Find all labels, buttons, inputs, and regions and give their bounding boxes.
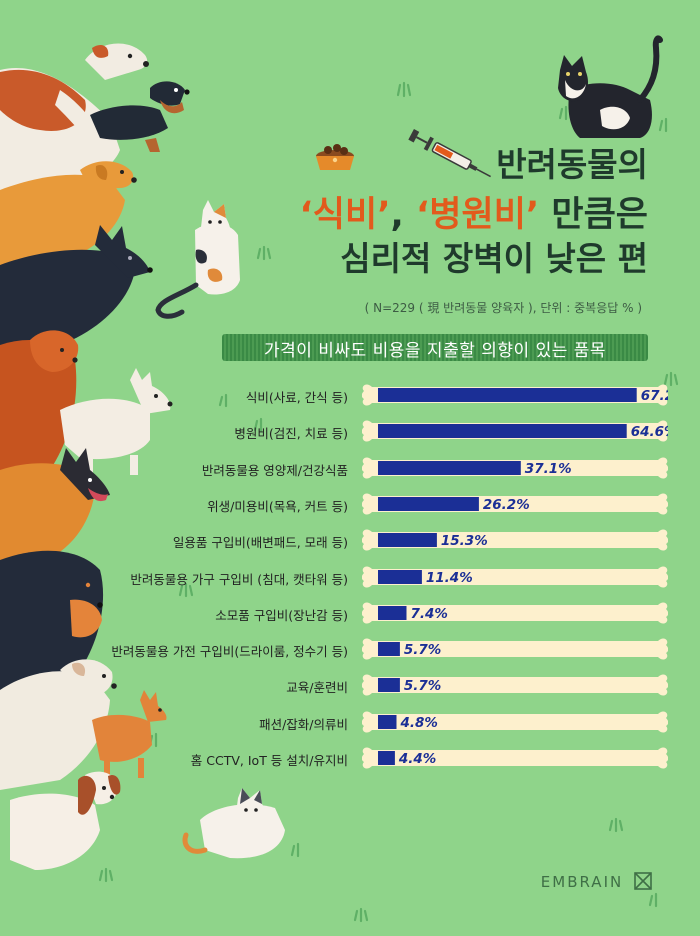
bone-bar-row: 26.2%	[362, 493, 668, 515]
bone-bar-row: 67.2%	[362, 384, 668, 406]
category-label: 교육/훈련비	[286, 680, 348, 696]
bone-bar-row: 7.4%	[362, 602, 668, 624]
value-label: 4.4%	[398, 751, 436, 767]
bone-track	[362, 566, 668, 587]
logo-mark-icon	[634, 872, 652, 890]
syringe-icon	[408, 129, 491, 178]
value-label: 7.4%	[411, 606, 448, 622]
category-label: 반려동물용 가구 구입비 (침대, 캣타워 등)	[130, 571, 348, 587]
bar	[378, 714, 397, 729]
golden-retriever-dog	[0, 161, 137, 270]
bar	[378, 751, 395, 765]
bone-track	[362, 529, 668, 551]
bernese-mountain-dog	[0, 550, 104, 690]
chart-title-banner	[222, 334, 648, 361]
lying-cat	[182, 788, 285, 859]
headline-highlight-food: ‘식비’	[299, 195, 391, 235]
headline-line-1: 반려동물의	[496, 145, 648, 184]
tuxedo-cat	[558, 35, 663, 138]
calico-cat	[155, 200, 240, 319]
food-bowl-icon	[316, 144, 354, 170]
value-label: 4.8%	[400, 715, 438, 731]
bar	[378, 569, 422, 584]
value-label: 64.6%	[631, 424, 668, 440]
cavalier-spaniel-dog	[10, 771, 121, 870]
headline-highlight-hospital: ‘병원비’	[416, 195, 540, 235]
west-highland-terrier-dog	[60, 368, 173, 475]
category-label: 반려동물용 가전 구입비(드라이룸, 정수기 등)	[111, 644, 348, 660]
category-label: 반려동물용 영양제/건강식품	[201, 462, 348, 478]
bar	[378, 642, 400, 657]
value-label: 26.2%	[483, 497, 530, 513]
bone-track	[362, 747, 668, 769]
category-label: 일용품 구입비(배변패드, 모래 등)	[172, 535, 348, 551]
value-label: 5.7%	[404, 678, 441, 694]
headline-line-2: ‘식비’, ‘병원비’ 만큼은	[300, 186, 648, 237]
bar	[378, 678, 400, 693]
chow-chow-dog	[0, 330, 79, 480]
category-label: 위생/미용비(목욕, 커트 등)	[207, 498, 348, 514]
embrain-logo: EMBRAIN	[541, 872, 652, 891]
bone-track	[362, 674, 668, 696]
bar	[378, 496, 479, 511]
german-shepherd-dog	[0, 448, 110, 560]
bone-bar-row: 11.4%	[362, 566, 668, 587]
category-label: 홈 CCTV, IoT 등 설치/유지비	[190, 753, 348, 768]
category-label: 식비(사료, 간식 등)	[245, 390, 348, 405]
bar	[378, 424, 627, 439]
black-dog	[0, 225, 153, 350]
category-label: 병원비(검진, 치료 등)	[234, 426, 348, 442]
dachshund-dog	[90, 81, 190, 152]
bone-bar-row: 64.6%	[362, 420, 668, 442]
brand-name: EMBRAIN	[540, 873, 624, 891]
bone-track	[362, 602, 668, 624]
value-label: 37.1%	[525, 461, 572, 477]
bone-track	[362, 638, 668, 660]
value-label: 11.4%	[426, 570, 473, 586]
bar	[378, 460, 521, 475]
sample-note: ( N=229 ( 現 반려동물 양육자 ), 단위 : 중복응답 % )	[364, 301, 642, 315]
bone-bar-row: 5.7%	[362, 638, 668, 660]
bone-bar-row: 4.4%	[362, 747, 668, 769]
shiba-dog	[92, 690, 167, 778]
bone-bar-row: 5.7%	[362, 674, 668, 696]
headline-separator: ,	[390, 195, 416, 235]
category-label: 소모품 구입비(장난감 등)	[215, 607, 348, 623]
bar	[378, 605, 407, 620]
bar	[378, 388, 637, 402]
value-label: 67.2%	[641, 388, 668, 404]
bar	[378, 533, 437, 548]
headline-line-2-end: 만큼은	[539, 195, 648, 235]
category-label: 패션/잡화/의류비	[259, 716, 348, 732]
bone-track	[362, 711, 668, 733]
headline-line-3: 심리적 장벽이 낮은 편	[340, 239, 648, 278]
value-label: 15.3%	[441, 533, 488, 549]
bone-bar-row: 4.8%	[362, 711, 668, 733]
value-label: 5.7%	[404, 642, 441, 658]
bone-bar-row: 37.1%	[362, 457, 668, 479]
bone-bar-row: 15.3%	[362, 529, 668, 551]
chart-title: 가격이 비싸도 비용을 지출할 의향이 있는 품목	[263, 341, 607, 361]
great-pyrenees-dog	[0, 659, 117, 790]
